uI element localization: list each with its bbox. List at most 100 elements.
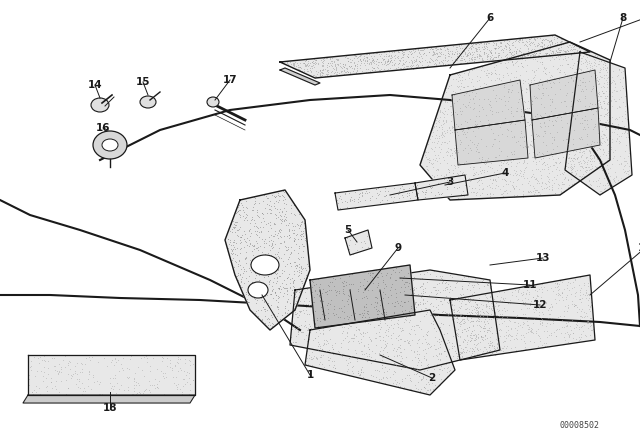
Point — [484, 341, 494, 349]
Point — [408, 287, 418, 294]
Point — [323, 59, 333, 66]
Point — [472, 188, 482, 195]
Point — [348, 313, 358, 320]
Point — [426, 183, 436, 190]
Point — [566, 167, 576, 174]
Point — [511, 108, 521, 115]
Point — [375, 326, 385, 333]
Point — [609, 152, 619, 159]
Point — [481, 153, 491, 160]
Point — [538, 132, 548, 139]
Point — [367, 339, 377, 346]
Point — [230, 219, 240, 226]
Point — [435, 113, 445, 120]
Point — [375, 52, 385, 59]
Point — [457, 328, 467, 336]
Point — [305, 340, 315, 347]
Point — [242, 295, 252, 302]
Point — [366, 314, 376, 322]
Point — [552, 41, 563, 48]
Point — [464, 91, 474, 99]
Point — [506, 108, 516, 115]
Point — [474, 101, 484, 108]
Point — [519, 131, 529, 138]
Point — [319, 56, 330, 64]
Point — [381, 309, 391, 316]
Point — [562, 136, 572, 143]
Point — [543, 46, 554, 53]
Point — [449, 305, 460, 312]
Point — [252, 286, 262, 293]
Point — [532, 138, 542, 145]
Point — [554, 90, 564, 98]
Point — [328, 350, 338, 358]
Point — [505, 317, 515, 324]
Point — [541, 135, 551, 142]
Point — [568, 95, 578, 102]
Point — [445, 180, 456, 187]
Point — [458, 312, 468, 319]
Point — [322, 337, 332, 344]
Point — [305, 324, 316, 331]
Point — [476, 339, 486, 346]
Point — [266, 311, 276, 318]
Point — [549, 94, 559, 101]
Point — [579, 116, 589, 124]
Point — [584, 156, 594, 163]
Point — [499, 188, 509, 195]
Point — [473, 317, 483, 324]
Point — [231, 218, 241, 225]
Point — [530, 35, 540, 43]
Point — [589, 132, 599, 139]
Point — [502, 39, 513, 47]
Point — [179, 375, 189, 383]
Point — [500, 181, 511, 188]
Point — [295, 64, 305, 71]
Point — [357, 67, 367, 74]
Point — [568, 78, 579, 85]
Point — [356, 299, 367, 306]
Point — [513, 295, 523, 302]
Point — [315, 73, 325, 80]
Point — [440, 310, 451, 317]
Point — [393, 55, 403, 62]
Point — [430, 362, 440, 369]
Point — [483, 125, 493, 133]
Point — [481, 40, 491, 47]
Point — [412, 64, 422, 71]
Point — [324, 284, 334, 292]
Point — [540, 122, 550, 129]
Point — [451, 148, 461, 155]
Point — [507, 39, 517, 46]
Point — [495, 310, 505, 318]
Point — [296, 218, 306, 225]
Point — [568, 146, 579, 154]
Point — [375, 298, 385, 305]
Point — [288, 280, 298, 287]
Point — [405, 324, 415, 332]
Point — [124, 365, 134, 372]
Point — [484, 346, 495, 353]
Point — [581, 116, 591, 124]
Point — [182, 379, 193, 386]
Point — [433, 45, 444, 52]
Point — [460, 144, 470, 151]
Point — [532, 123, 543, 130]
Point — [497, 155, 508, 162]
Point — [451, 187, 461, 194]
Point — [257, 285, 268, 293]
Point — [506, 128, 516, 135]
Point — [282, 275, 292, 282]
Point — [500, 159, 511, 167]
Point — [560, 165, 570, 172]
Point — [474, 77, 484, 84]
Point — [539, 166, 549, 173]
Point — [88, 371, 98, 379]
Point — [524, 149, 534, 156]
Point — [346, 335, 356, 342]
Point — [41, 383, 51, 390]
Point — [474, 43, 484, 51]
Point — [575, 120, 585, 127]
Point — [458, 355, 468, 362]
Point — [373, 191, 383, 198]
